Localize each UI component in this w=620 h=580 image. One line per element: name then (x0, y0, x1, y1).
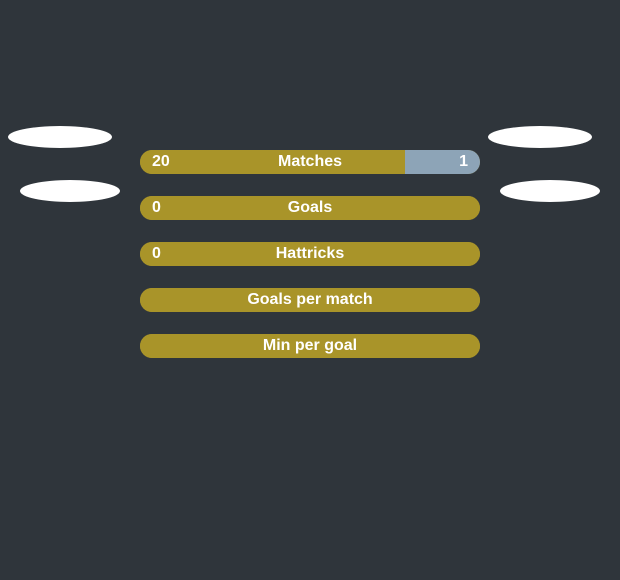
stat-row: Min per goal (0, 334, 620, 358)
decorative-ellipse (500, 180, 600, 202)
bar-track: Hattricks0 (140, 242, 480, 266)
value-left: 20 (152, 150, 170, 174)
bar-label: Min per goal (140, 334, 480, 358)
bar-label: Matches (140, 150, 480, 174)
bar-label: Goals per match (140, 288, 480, 312)
bar-track: Goals0 (140, 196, 480, 220)
bar-track: Matches20 1 (140, 150, 480, 174)
value-left: 0 (152, 242, 161, 266)
bar-track: Goals per match (140, 288, 480, 312)
decorative-ellipse (8, 126, 112, 148)
comparison-infographic: Castellanos Santos vs de LeÃ³n de LeÃ³n … (0, 0, 620, 580)
value-left: 0 (152, 196, 161, 220)
decorative-ellipse (20, 180, 120, 202)
value-right: 1 (459, 150, 468, 174)
bar-track: Min per goal (140, 334, 480, 358)
decorative-ellipse (488, 126, 592, 148)
bar-label: Goals (140, 196, 480, 220)
stat-row: Goals per match (0, 288, 620, 312)
stat-row: Hattricks0 (0, 242, 620, 266)
stat-row: Matches20 1 (0, 150, 620, 174)
bar-label: Hattricks (140, 242, 480, 266)
